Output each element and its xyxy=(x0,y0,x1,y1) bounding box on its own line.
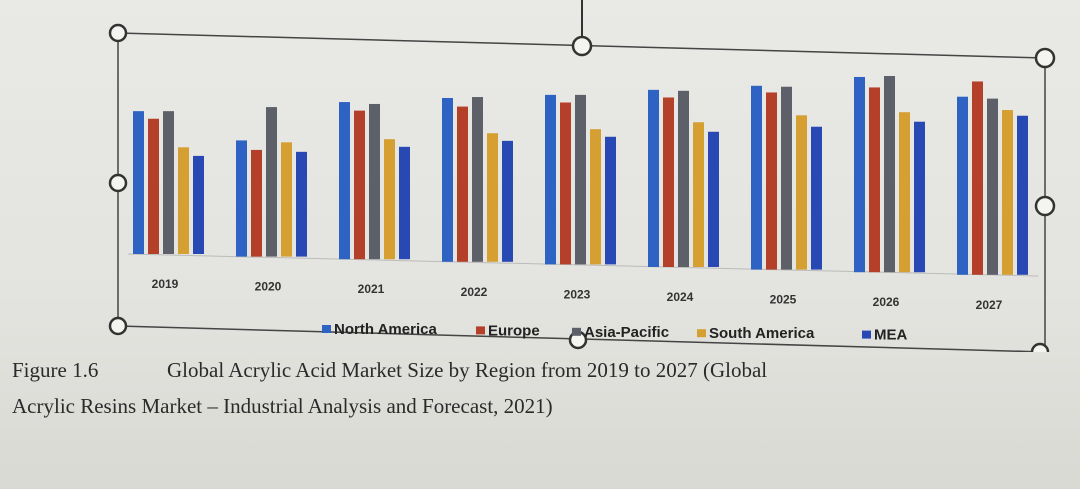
bar-2020-north-america xyxy=(236,140,247,257)
bar-2022-south-america xyxy=(487,133,498,262)
bar-2021-europe xyxy=(354,110,365,260)
figure-caption: Figure 1.6 Global Acrylic Acid Market Siz… xyxy=(12,352,1012,424)
bar-2022-europe xyxy=(457,106,468,262)
chart: 2019 2020 2021 2022 2023 2024 2025 2026 2027 Nor… xyxy=(108,0,1056,352)
x-tick-label: 2022 xyxy=(461,285,488,299)
bar-2019-europe xyxy=(148,118,159,254)
x-tick-label: 2020 xyxy=(255,280,282,294)
bar-2019-south-america xyxy=(178,147,189,254)
bar-2026-mea xyxy=(914,121,925,273)
bar-2026-south-america xyxy=(899,112,910,273)
legend-swatch xyxy=(322,325,331,333)
bar-2024-asia-pacific xyxy=(678,90,689,267)
bar-2025-mea xyxy=(811,126,822,270)
bar-2023-south-america xyxy=(590,129,601,265)
bar-2027-north-america xyxy=(957,96,968,275)
bar-2025-europe xyxy=(766,92,777,270)
legend-label: North America xyxy=(334,321,437,338)
x-tick-label: 2025 xyxy=(770,293,797,307)
resize-handle-top-left xyxy=(108,23,128,43)
bar-2026-asia-pacific xyxy=(884,76,895,273)
legend: North America Europe Asia-Pacific South Ame… xyxy=(322,321,908,344)
bar-2022-mea xyxy=(502,140,513,262)
x-tick-label: 2026 xyxy=(873,295,900,309)
bar-2023-asia-pacific xyxy=(575,94,586,265)
bar-2027-mea xyxy=(1017,115,1028,275)
bar-2020-asia-pacific xyxy=(266,107,277,257)
legend-swatch xyxy=(862,330,871,339)
x-axis-line xyxy=(127,253,1039,277)
bar-2024-europe xyxy=(663,97,674,267)
bar-2025-south-america xyxy=(796,115,807,270)
bar-2024-mea xyxy=(708,131,719,267)
bar-2027-south-america xyxy=(1002,110,1013,275)
bars-group xyxy=(133,76,1028,275)
bar-2024-south-america xyxy=(693,122,704,267)
bar-2020-mea xyxy=(296,151,307,257)
bar-2022-asia-pacific xyxy=(472,97,483,262)
legend-label: Asia-Pacific xyxy=(584,324,669,341)
resize-handle-left xyxy=(108,173,128,193)
legend-swatch xyxy=(572,327,581,336)
bar-2019-asia-pacific xyxy=(163,111,174,255)
legend-swatch xyxy=(697,329,706,338)
bar-2026-north-america xyxy=(854,76,865,273)
bar-2023-mea xyxy=(605,136,616,265)
caption-text: Global Acrylic Acid Market Size by Regio… xyxy=(167,358,768,382)
x-tick-label: 2023 xyxy=(564,287,591,301)
legend-label: MEA xyxy=(874,327,908,344)
bar-2023-north-america xyxy=(545,94,556,265)
bar-2021-asia-pacific xyxy=(369,103,380,260)
bar-2020-europe xyxy=(251,149,262,257)
resize-handle-bottom-left xyxy=(108,316,128,336)
bar-2024-north-america xyxy=(648,89,659,267)
bar-2019-north-america xyxy=(133,111,144,255)
bar-2022-north-america xyxy=(442,97,453,262)
x-tick-label: 2021 xyxy=(358,282,385,296)
bar-2026-europe xyxy=(869,87,880,273)
resize-handle-top xyxy=(571,35,593,57)
bar-2019-mea xyxy=(193,155,204,254)
selection-frame[interactable] xyxy=(108,0,1056,352)
legend-label: South America xyxy=(709,325,815,342)
tick-labels-group: 2019 2020 2021 2022 2023 2024 2025 2026 2027 xyxy=(152,277,1003,312)
x-tick-label: 2019 xyxy=(152,277,179,291)
legend-swatch xyxy=(476,326,485,335)
resize-handle-right xyxy=(1034,195,1056,217)
caption-line-2: Acrylic Resins Market – Industrial Analy… xyxy=(12,394,553,418)
x-tick-label: 2024 xyxy=(667,290,694,304)
bar-2025-north-america xyxy=(751,85,762,270)
resize-handle-bottom-right xyxy=(1030,342,1050,352)
bar-2027-europe xyxy=(972,81,983,275)
resize-handle-top-right xyxy=(1034,47,1056,69)
bar-2020-south-america xyxy=(281,142,292,257)
bar-2021-north-america xyxy=(339,102,350,260)
legend-label: Europe xyxy=(488,322,540,339)
bar-2023-europe xyxy=(560,102,571,265)
figure-label: Figure 1.6 xyxy=(12,358,99,382)
bar-2027-asia-pacific xyxy=(987,98,998,275)
bar-2021-south-america xyxy=(384,139,395,260)
x-tick-label: 2027 xyxy=(976,298,1003,312)
bar-2021-mea xyxy=(399,146,410,260)
bar-2025-asia-pacific xyxy=(781,86,792,270)
